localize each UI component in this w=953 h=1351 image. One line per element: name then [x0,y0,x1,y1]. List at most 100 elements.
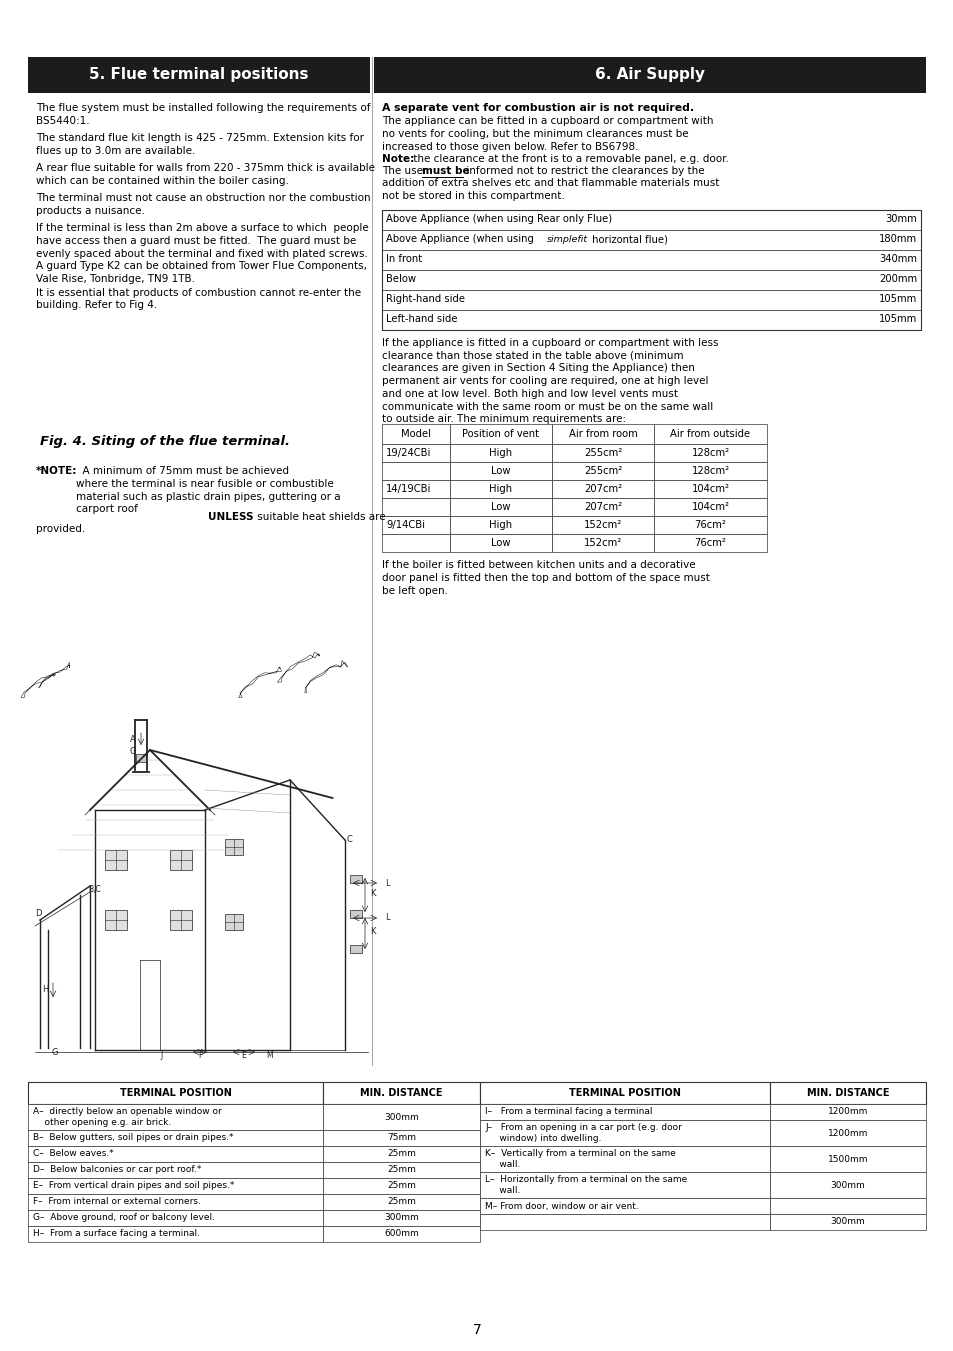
Bar [769,1146,925,1173]
Bar [136,754,146,762]
Text: K: K [370,928,375,936]
Bar [552,534,654,553]
Text: L: L [385,878,389,888]
Text: 19/24CBi: 19/24CBi [386,449,431,458]
Bar [381,230,920,250]
Bar [170,911,192,929]
Bar [323,1194,479,1210]
Bar [654,444,766,462]
Bar [769,1104,925,1120]
Text: 255cm²: 255cm² [583,449,621,458]
Text: addition of extra shelves etc and that flammable materials must
not be stored in: addition of extra shelves etc and that f… [381,178,719,201]
Text: 1500mm: 1500mm [827,1155,867,1163]
Text: simplefit: simplefit [546,235,587,245]
Bar [350,944,361,952]
Bar [479,1146,769,1173]
Text: 76cm²: 76cm² [694,520,725,530]
Bar [479,1104,769,1120]
Bar [381,480,450,499]
Bar [170,850,192,870]
Bar [769,1215,925,1229]
Bar [479,1173,769,1198]
Text: A: A [130,735,135,744]
Text: 105mm: 105mm [878,295,916,304]
Text: must be: must be [421,166,469,177]
Bar [381,534,450,553]
Text: 152cm²: 152cm² [583,520,621,530]
Text: 25mm: 25mm [387,1150,416,1159]
Text: 1200mm: 1200mm [827,1108,867,1116]
Text: M– From door, window or air vent.: M– From door, window or air vent. [484,1201,639,1210]
Text: 207cm²: 207cm² [583,484,621,494]
Text: 128cm²: 128cm² [691,466,729,476]
Bar [381,444,450,462]
Bar [552,516,654,534]
Bar [323,1210,479,1225]
Bar [654,462,766,480]
Text: F–  From internal or external corners.: F– From internal or external corners. [33,1197,201,1206]
Text: K: K [370,889,375,897]
Text: 105mm: 105mm [878,315,916,324]
Bar [28,1225,323,1242]
Bar [552,499,654,516]
Text: TERMINAL POSITION: TERMINAL POSITION [569,1088,680,1098]
Text: C: C [347,835,353,844]
Bar [28,1210,323,1225]
Text: Air from room: Air from room [568,430,637,439]
Bar [479,1215,769,1229]
Text: The standard flue kit length is 425 - 725mm. Extension kits for
flues up to 3.0m: The standard flue kit length is 425 - 72… [36,132,364,155]
Text: D: D [35,909,42,917]
Bar [323,1146,479,1162]
Text: TERMINAL POSITION: TERMINAL POSITION [119,1088,232,1098]
Bar [450,444,552,462]
Text: 300mm: 300mm [384,1112,418,1121]
Bar [552,462,654,480]
Text: E–  From vertical drain pipes and soil pipes.*: E– From vertical drain pipes and soil pi… [33,1182,234,1190]
Bar [479,1198,769,1215]
Text: G: G [130,747,136,757]
Bar [28,1129,323,1146]
Bar [381,499,450,516]
Text: MIN. DISTANCE: MIN. DISTANCE [360,1088,442,1098]
Bar [381,209,920,230]
Text: Low: Low [491,538,510,549]
Text: It is essential that products of combustion cannot re-enter the
building. Refer : It is essential that products of combust… [36,288,361,311]
Text: 7: 7 [472,1323,481,1337]
Text: A–  directly below an openable window or
    other opening e.g. air brick.: A– directly below an openable window or … [33,1108,221,1127]
Bar [381,516,450,534]
Text: Low: Low [491,503,510,512]
Bar [479,1082,769,1104]
Text: High: High [489,484,512,494]
Text: 104cm²: 104cm² [691,484,729,494]
Text: The user: The user [381,166,430,177]
Text: the clearance at the front is to a removable panel, e.g. door.: the clearance at the front is to a remov… [410,154,728,165]
Text: 1200mm: 1200mm [827,1128,867,1138]
Text: J–   From an opening in a car port (e.g. door
     window) into dwelling.: J– From an opening in a car port (e.g. d… [484,1123,681,1143]
Bar [323,1225,479,1242]
Bar [28,1146,323,1162]
Bar [769,1198,925,1215]
Bar [479,1120,769,1146]
Text: The terminal must not cause an obstruction nor the combustion
products a nuisanc: The terminal must not cause an obstructi… [36,193,370,216]
Bar [381,289,920,309]
Text: 25mm: 25mm [387,1182,416,1190]
Text: A minimum of 75mm must be achieved
where the terminal is near fusible or combust: A minimum of 75mm must be achieved where… [76,466,340,515]
Bar [323,1178,479,1194]
Text: 25mm: 25mm [387,1197,416,1206]
Bar [552,424,654,444]
Bar [381,424,450,444]
Bar [450,424,552,444]
Bar [450,499,552,516]
Bar [323,1082,479,1104]
Bar [381,462,450,480]
Text: The flue system must be installed following the requirements of
BS5440:1.: The flue system must be installed follow… [36,103,370,126]
Text: Air from outside: Air from outside [670,430,750,439]
Text: Position of vent: Position of vent [462,430,539,439]
Text: J: J [161,1051,163,1061]
Text: If the boiler is fitted between kitchen units and a decorative
door panel is fit: If the boiler is fitted between kitchen … [381,561,709,596]
Bar [105,911,127,929]
Text: 76cm²: 76cm² [694,538,725,549]
Text: If the terminal is less than 2m above a surface to which  people
have access the: If the terminal is less than 2m above a … [36,223,369,284]
Text: horizontal flue): horizontal flue) [588,235,667,245]
Text: High: High [489,520,512,530]
